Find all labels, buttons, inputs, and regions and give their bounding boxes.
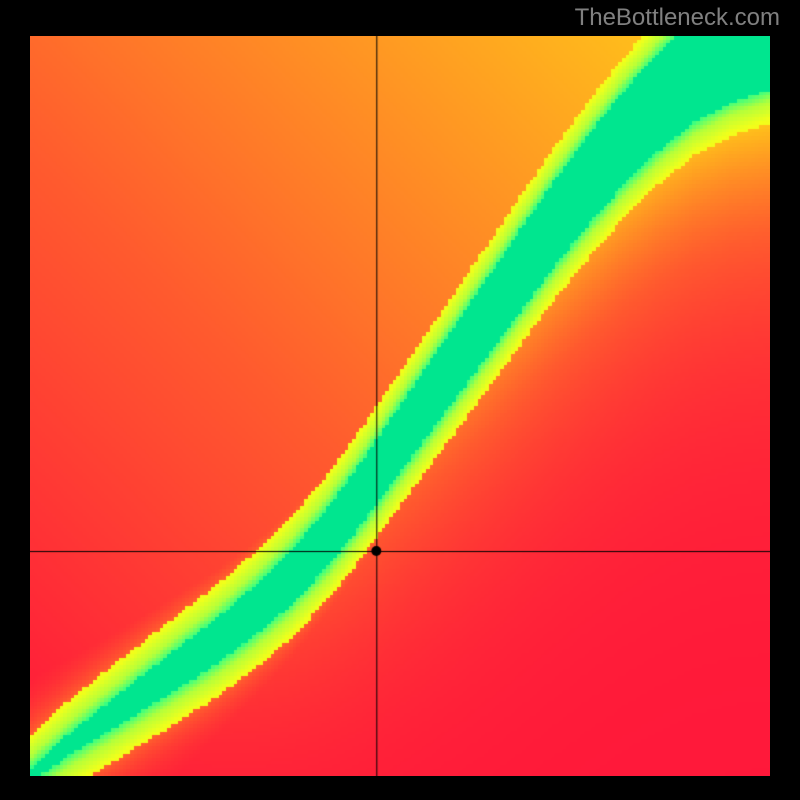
source-watermark: TheBottleneck.com: [575, 4, 780, 32]
bottleneck-heatmap: [30, 36, 770, 776]
